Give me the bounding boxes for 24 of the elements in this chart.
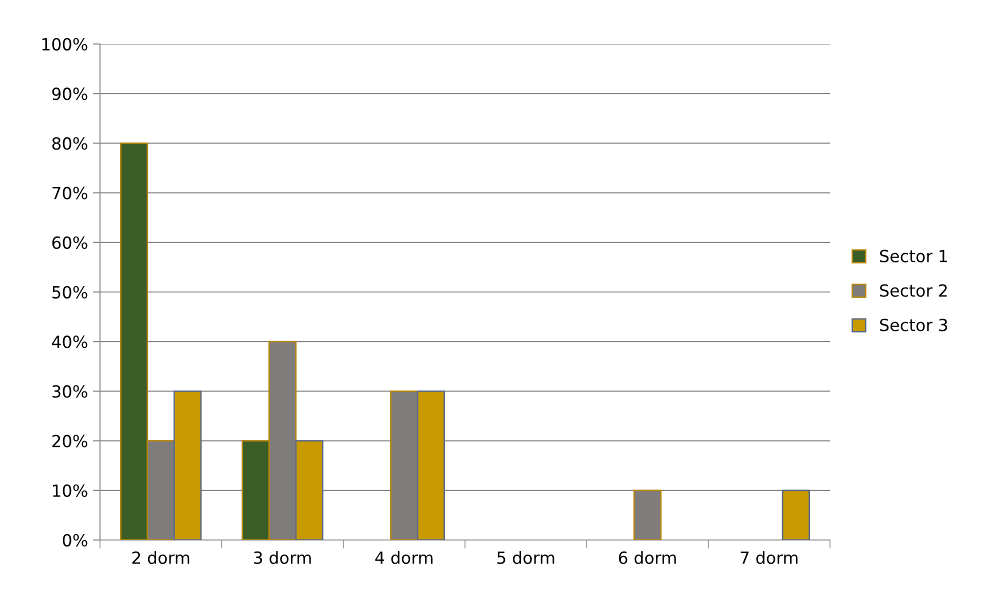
y-tick-label: 60% [52,236,88,249]
bar [174,390,202,540]
legend-label: Sector 2 [880,284,947,297]
x-tick-label: 4 dorm [375,551,432,564]
x-tick-label: 7 dorm [740,551,798,564]
x-tick-label: 6 dorm [618,551,676,564]
bar [295,440,324,540]
y-tick-label: 40% [52,336,88,348]
y-tick-label: 30% [52,385,88,398]
y-tick-label: 10% [52,484,88,497]
bar [416,390,446,540]
x-tick-label: 5 dorm [497,551,554,564]
x-tick-label: 3 dorm [254,551,311,564]
bar [782,490,810,540]
y-tick-label: 20% [52,434,88,448]
y-tick-label: 90% [52,88,88,100]
x-tick-label: 2 dorm [132,551,190,564]
y-tick-label: 70% [52,186,88,200]
y-tick-label: 100% [42,38,88,51]
y-tick-label: 50% [52,286,88,299]
y-tick-label: 0% [62,534,88,547]
legend-label: Sector 1 [880,250,947,262]
y-tick-label: 80% [52,137,88,150]
legend-label: Sector 3 [880,318,948,332]
